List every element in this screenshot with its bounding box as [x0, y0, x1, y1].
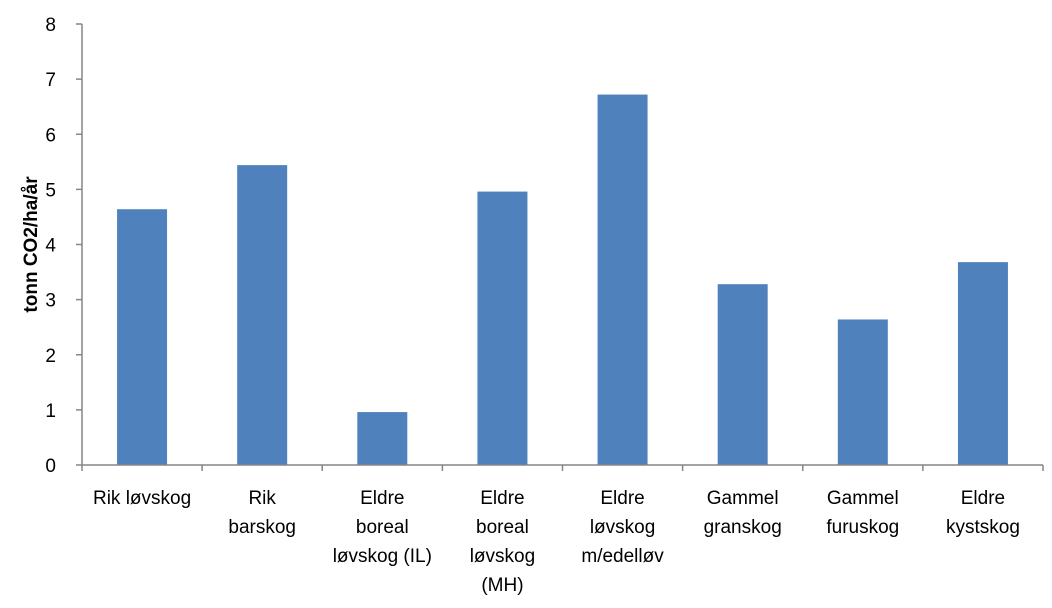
y-tick-label: 4	[45, 236, 56, 257]
x-category-label-line: boreal	[356, 517, 409, 538]
bar	[117, 209, 168, 465]
x-category-label: Eldre boreal løvskog (MH)	[470, 488, 535, 596]
x-category-label-line: løvskog	[470, 546, 535, 567]
bar	[717, 284, 768, 465]
axes-group	[81, 24, 1043, 466]
y-tick-label: 2	[45, 346, 56, 367]
x-category-label-line: Eldre	[480, 488, 524, 509]
bar	[837, 319, 888, 465]
x-category-label-line: (MH)	[481, 575, 523, 596]
y-tick-label: 6	[45, 125, 56, 146]
bar	[357, 412, 408, 465]
x-category-label-line: løvskog (IL)	[333, 546, 432, 567]
x-category-label: Rik løvskog	[93, 488, 191, 509]
x-category-label-line: Rik løvskog	[93, 488, 191, 509]
x-category-label-line: boreal	[476, 517, 529, 538]
x-category-label-line: furuskog	[826, 517, 899, 538]
x-category-label-line: Gammel	[707, 488, 779, 509]
bar	[477, 191, 528, 465]
x-category-label-line: Eldre	[600, 488, 644, 509]
x-category-label: Eldre boreal løvskog (IL)	[333, 488, 432, 567]
x-category-label-line: løvskog	[590, 517, 655, 538]
x-category-label: Gammel granskog	[704, 488, 782, 538]
x-category-label-line: Eldre	[360, 488, 404, 509]
x-category-label-line: Rik	[248, 488, 276, 509]
y-tick-label: 0	[45, 456, 56, 477]
y-tick-label: 5	[45, 180, 56, 201]
y-tick-label: 7	[45, 70, 56, 91]
x-category-label-line: Eldre	[961, 488, 1005, 509]
x-category-label: Rik barskog	[228, 488, 296, 538]
bar	[237, 165, 288, 465]
x-ticks-group	[81, 465, 1044, 471]
y-tick-label: 3	[45, 291, 56, 312]
y-tick-label: 8	[45, 15, 56, 36]
y-axis-title: tonn CO2/ha/år	[21, 176, 42, 313]
x-category-label-line: barskog	[228, 517, 296, 538]
x-category-label: Gammel furuskog	[826, 488, 899, 538]
y-ticks-group: 0 1 2 3 4 5 6 7 8	[45, 15, 82, 477]
y-tick-label: 1	[45, 401, 56, 422]
x-category-label-line: kystskog	[946, 517, 1020, 538]
x-category-label-line: Gammel	[827, 488, 899, 509]
x-category-label: Eldre løvskog m/edelløv	[581, 488, 664, 567]
bars-group	[117, 94, 1008, 465]
x-category-label: Eldre kystskog	[946, 488, 1020, 538]
x-category-labels: Rik løvskog Rik barskog Eldre boreal løvskog …	[93, 488, 1020, 596]
bar	[957, 262, 1008, 465]
bar	[597, 94, 648, 465]
x-category-label-line: granskog	[704, 517, 782, 538]
x-category-label-line: m/edelløv	[581, 546, 664, 567]
